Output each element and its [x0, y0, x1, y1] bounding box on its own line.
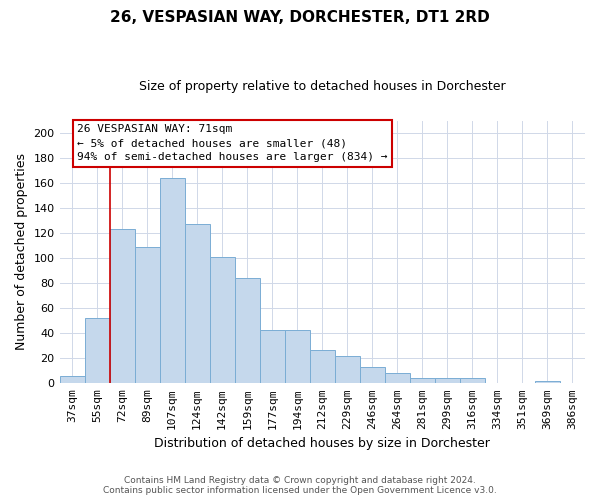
Bar: [310, 350, 335, 384]
Bar: [110, 230, 134, 384]
Bar: [59, 376, 85, 384]
Bar: [535, 381, 560, 384]
Text: Contains HM Land Registry data © Crown copyright and database right 2024.
Contai: Contains HM Land Registry data © Crown c…: [103, 476, 497, 495]
Bar: [385, 374, 410, 384]
Text: 26 VESPASIAN WAY: 71sqm
← 5% of detached houses are smaller (48)
94% of semi-det: 26 VESPASIAN WAY: 71sqm ← 5% of detached…: [77, 124, 388, 162]
Bar: [185, 224, 209, 384]
Title: Size of property relative to detached houses in Dorchester: Size of property relative to detached ho…: [139, 80, 506, 93]
Y-axis label: Number of detached properties: Number of detached properties: [15, 154, 28, 350]
Bar: [285, 330, 310, 384]
Bar: [235, 278, 260, 384]
X-axis label: Distribution of detached houses by size in Dorchester: Distribution of detached houses by size …: [154, 437, 490, 450]
Bar: [460, 378, 485, 384]
Bar: [360, 367, 385, 384]
Bar: [209, 257, 235, 384]
Bar: [260, 330, 285, 384]
Bar: [134, 247, 160, 384]
Text: 26, VESPASIAN WAY, DORCHESTER, DT1 2RD: 26, VESPASIAN WAY, DORCHESTER, DT1 2RD: [110, 10, 490, 25]
Bar: [160, 178, 185, 384]
Bar: [85, 318, 110, 384]
Bar: [435, 378, 460, 384]
Bar: [335, 356, 360, 384]
Bar: [410, 378, 435, 384]
